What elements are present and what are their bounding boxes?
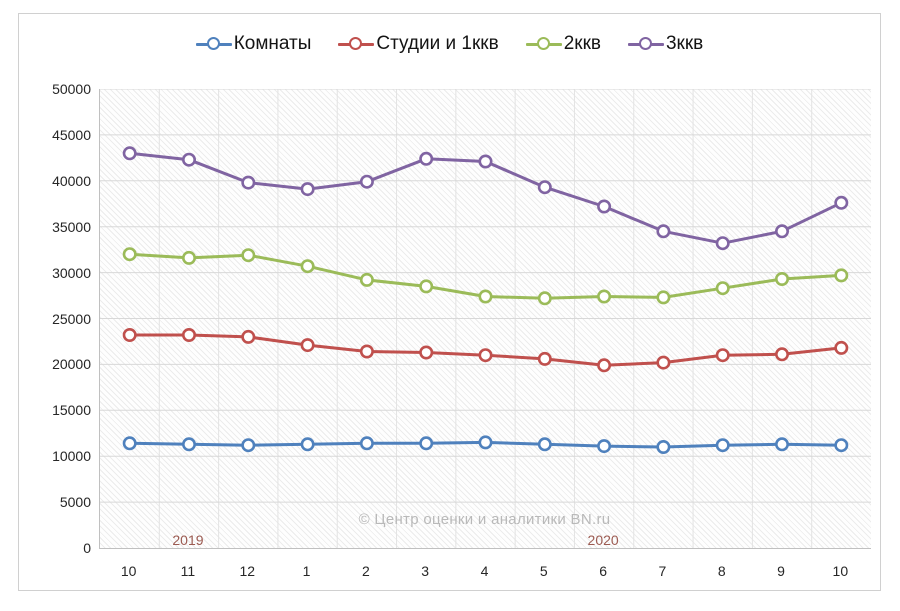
x-tick-label: 8 [717, 563, 726, 579]
data-point-marker [537, 291, 552, 306]
data-point-marker [834, 438, 849, 453]
y-tick-label: 20000 [52, 356, 91, 373]
data-point-marker [478, 435, 493, 450]
y-tick-label: 25000 [52, 310, 91, 327]
x-tick-label: 9 [777, 563, 785, 579]
data-point-marker [597, 199, 612, 214]
y-axis: 0 5000 10000 15000 20000 25000 30000 35000 40000… [19, 81, 91, 556]
data-point-marker [241, 248, 256, 263]
data-point-marker [597, 289, 612, 304]
chart-frame: Комнаты Студии и 1ккв 2ккв 3ккв 0 5000 10000 1… [18, 13, 881, 591]
line-marker-icon [627, 36, 664, 52]
chart-legend: Комнаты Студии и 1ккв 2ккв 3ккв [19, 28, 880, 60]
y-tick-label: 40000 [52, 172, 91, 189]
data-point-marker [478, 289, 493, 304]
x-tick-label: 10 [120, 563, 137, 579]
x-tick-label: 3 [421, 563, 430, 579]
year-label: 2020 [587, 532, 619, 548]
x-tick-label: 7 [658, 563, 667, 579]
y-tick-label: 5000 [59, 494, 91, 511]
data-point-marker [478, 154, 493, 169]
data-point-marker [774, 224, 789, 239]
data-point-marker [359, 272, 374, 287]
data-point-marker [715, 281, 730, 296]
data-point-marker [834, 340, 849, 355]
data-point-marker [774, 347, 789, 362]
y-tick-label: 30000 [52, 264, 91, 281]
legend-item-label: 3ккв [665, 33, 704, 54]
data-point-marker [359, 436, 374, 451]
data-point-marker [537, 180, 552, 195]
data-point-marker [419, 151, 434, 166]
data-point-marker [241, 329, 256, 344]
data-point-marker [182, 250, 197, 265]
y-tick-label: 45000 [52, 126, 91, 143]
legend-item-label: 2ккв [563, 33, 601, 54]
y-tick-label: 15000 [52, 402, 91, 419]
data-point-marker [834, 268, 849, 283]
data-point-marker [122, 247, 137, 262]
y-tick-label: 35000 [52, 218, 91, 235]
data-point-marker [241, 438, 256, 453]
line-marker-icon [195, 36, 232, 52]
x-tick-label: 10 [832, 563, 849, 579]
x-axis: 10 11 12 1 2 3 4 5 6 7 8 9 10 [99, 555, 870, 579]
line-marker-icon [525, 36, 562, 52]
legend-item: Студии и 1ккв [338, 33, 499, 55]
data-point-marker [656, 290, 671, 305]
chart-svg [100, 89, 871, 548]
data-point-marker [241, 175, 256, 190]
data-point-marker [300, 259, 315, 274]
data-point-marker [359, 174, 374, 189]
data-point-marker [300, 182, 315, 197]
x-tick-label: 6 [599, 563, 608, 579]
data-point-marker [537, 351, 552, 366]
data-point-marker [656, 224, 671, 239]
data-point-marker [834, 195, 849, 210]
x-tick-label: 12 [239, 563, 256, 579]
plot-area [99, 89, 871, 549]
data-point-marker [478, 348, 493, 363]
watermark: © Центр оценки и аналитики BN.ru [358, 511, 611, 528]
data-point-marker [122, 146, 137, 161]
y-tick-label: 10000 [52, 448, 91, 465]
legend-item: 2ккв [525, 33, 601, 55]
line-marker-icon [338, 36, 375, 52]
data-point-marker [182, 152, 197, 167]
data-point-marker [537, 437, 552, 452]
data-point-marker [122, 436, 137, 451]
data-point-marker [656, 439, 671, 454]
y-tick-label: 50000 [52, 81, 91, 97]
legend-item: 3ккв [627, 33, 704, 55]
data-point-marker [419, 345, 434, 360]
y-tick-label: 0 [83, 540, 91, 556]
data-point-marker [715, 236, 730, 251]
data-point-marker [419, 436, 434, 451]
data-point-marker [182, 437, 197, 452]
legend-item-label: Студии и 1ккв [376, 33, 499, 54]
x-tick-label: 1 [302, 563, 311, 579]
x-tick-label: 5 [539, 563, 548, 579]
data-point-marker [300, 437, 315, 452]
data-point-marker [715, 438, 730, 453]
data-point-marker [774, 272, 789, 287]
data-point-marker [774, 437, 789, 452]
data-point-marker [122, 328, 137, 343]
data-point-marker [419, 279, 434, 294]
x-tick-label: 11 [180, 563, 196, 579]
legend-item-label: Комнаты [233, 33, 312, 54]
data-point-marker [715, 348, 730, 363]
data-point-marker [656, 355, 671, 370]
x-tick-label: 2 [361, 563, 370, 579]
data-point-marker [300, 338, 315, 353]
year-label: 2019 [172, 532, 204, 548]
data-point-marker [182, 328, 197, 343]
data-point-marker [359, 344, 374, 359]
data-point-marker [597, 439, 612, 454]
x-tick-label: 4 [480, 563, 489, 579]
legend-item: Комнаты [195, 33, 312, 55]
data-point-marker [597, 358, 612, 373]
